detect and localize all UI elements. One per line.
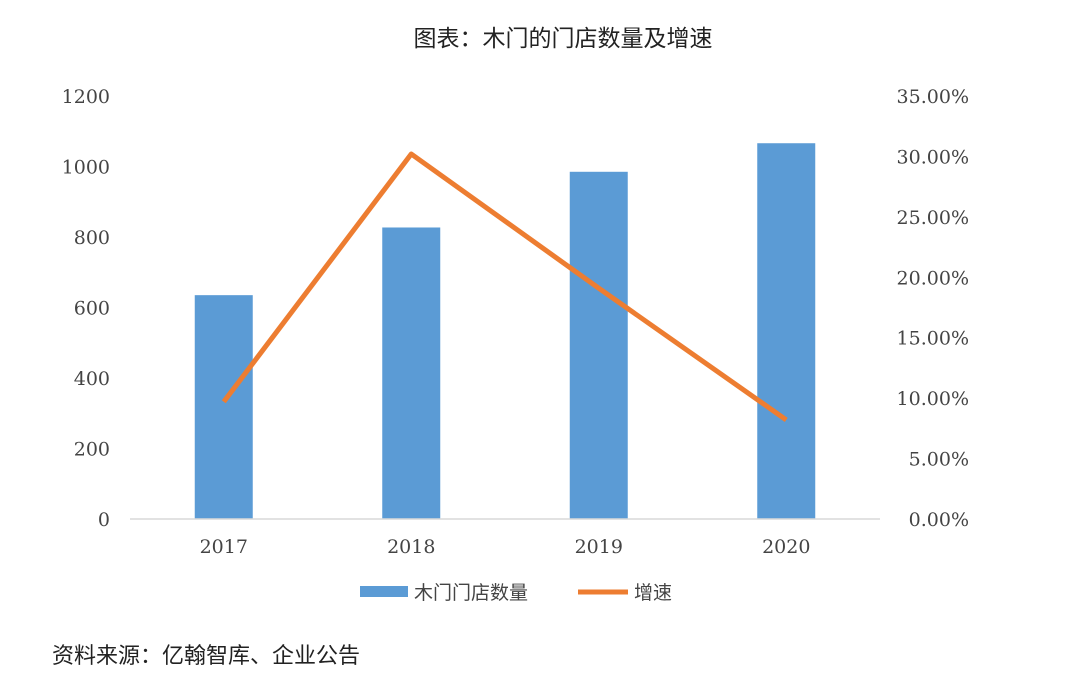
x-tick-label: 2018 (387, 536, 435, 558)
y-left-tick-label: 0 (98, 509, 110, 531)
line-series (221, 151, 788, 422)
y-right-tick-label: 10.00% (897, 388, 969, 410)
y-left-tick-label: 1200 (62, 86, 110, 108)
legend-label: 木门门店数量 (414, 582, 528, 604)
bar-series (194, 143, 816, 520)
y-right-tick-label: 20.00% (897, 267, 969, 289)
source-note: 资料来源：亿翰智库、企业公告 (52, 644, 361, 669)
x-tick-label: 2020 (762, 536, 810, 558)
y-right-tick-label: 25.00% (897, 207, 969, 229)
growth-line (221, 151, 788, 422)
bar (382, 227, 441, 520)
bar (569, 171, 628, 519)
y-right-tick-label: 15.00% (897, 328, 969, 350)
x-tick-label: 2017 (200, 536, 248, 558)
y-left-tick-label: 1000 (62, 157, 110, 179)
y-right-tick-label: 30.00% (897, 146, 969, 168)
y-left-tick-label: 600 (74, 298, 110, 320)
bar (757, 143, 816, 520)
y-left-tick-label: 200 (74, 439, 110, 461)
legend-bar-swatch (360, 586, 408, 597)
y-right-tick-label: 35.00% (897, 86, 969, 108)
y-right-tick-label: 5.00% (909, 449, 969, 471)
left-axis: 0 200 400 600 800 1000 1200 (62, 86, 110, 531)
y-left-tick-label: 800 (74, 227, 110, 249)
right-axis: 0.00% 5.00% 10.00% 15.00% 20.00% 25.00% 30.00%… (897, 86, 969, 531)
y-left-tick-label: 400 (74, 368, 110, 390)
legend-label: 增速 (634, 582, 672, 604)
y-right-tick-label: 0.00% (909, 509, 969, 531)
x-tick-label: 2019 (575, 536, 623, 558)
legend: 木门门店数量 增速 (360, 582, 672, 604)
chart-title: 图表：木门的门店数量及增速 (414, 26, 713, 52)
bar (194, 295, 253, 519)
x-axis: 2017 2018 2019 2020 (200, 536, 811, 558)
